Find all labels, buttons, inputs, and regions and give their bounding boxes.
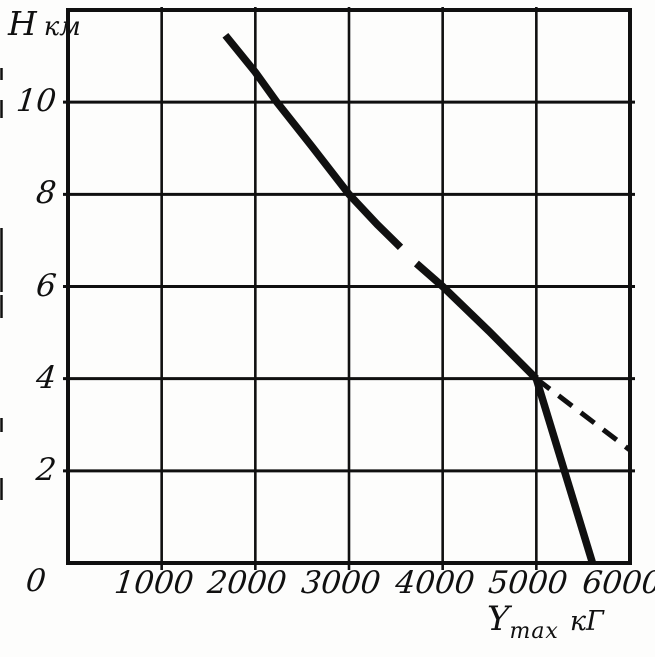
y-tick-label: 8 <box>34 175 58 212</box>
y-tick-label: 6 <box>34 267 58 304</box>
extrapolation-branch-line <box>534 376 632 453</box>
main-curve-lower-line <box>413 260 539 382</box>
y-axis-unit: км <box>43 12 81 42</box>
x-axis-symbol: Y <box>487 599 510 639</box>
main-curve-upper-line <box>222 32 404 250</box>
y-tick-label: 4 <box>34 359 58 396</box>
x-axis-title: Ymax кГ <box>487 599 604 644</box>
x-tick-label: 6000 <box>580 565 655 601</box>
x-axis-subscript: max <box>509 619 559 644</box>
steep-descent-branch-line <box>532 377 597 565</box>
y-tick-label: 2 <box>34 451 58 488</box>
y-tick-label: 10 <box>14 83 58 120</box>
origin-tick-label: 0 <box>24 563 48 599</box>
x-axis-unit: кГ <box>569 606 604 637</box>
plot-frame <box>66 8 632 565</box>
y-axis-symbol: Н <box>8 4 37 43</box>
